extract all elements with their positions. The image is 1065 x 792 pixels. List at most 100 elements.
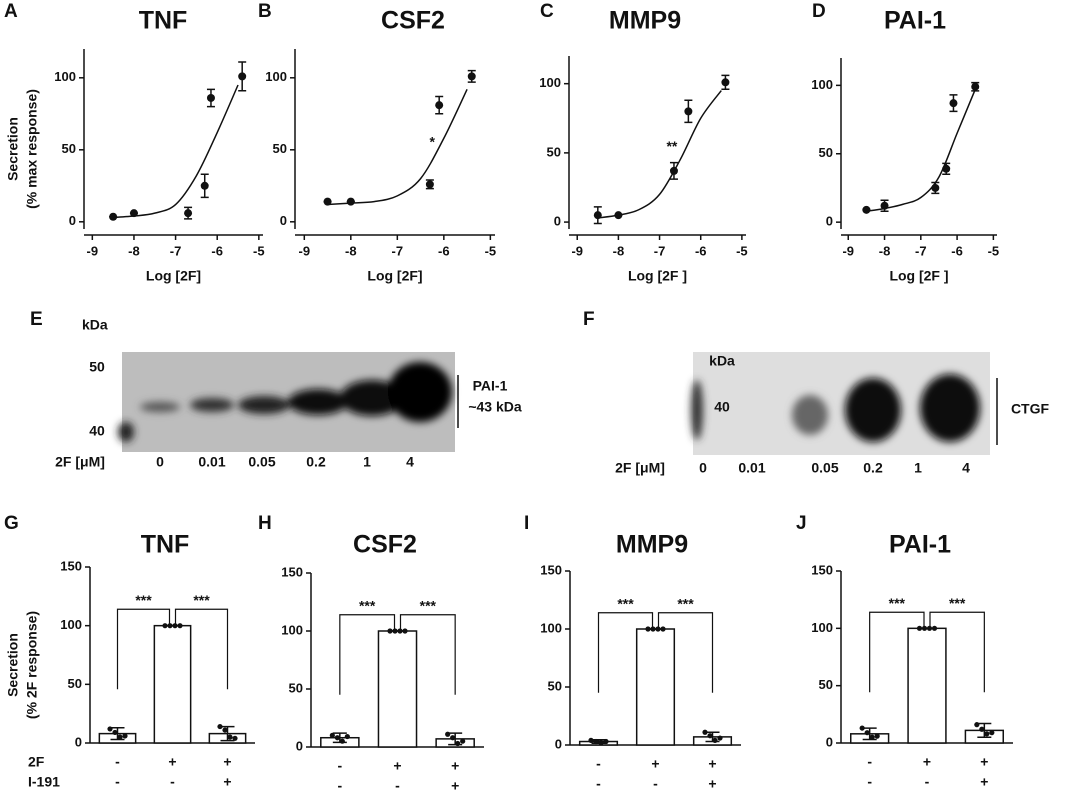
significance-label: *** [135, 592, 152, 608]
x-tick-label: -7 [915, 243, 927, 258]
lane-label: 1 [363, 454, 371, 470]
data-point [869, 734, 875, 740]
data-point [593, 738, 599, 745]
y-tick-label: 150 [540, 562, 562, 577]
data-point [339, 738, 345, 744]
x-tick-label: -8 [879, 243, 891, 258]
condition-value: + [980, 774, 988, 790]
significance-bracket [174, 608, 229, 690]
data-point [942, 164, 951, 173]
data-point [112, 729, 118, 736]
error-bar [977, 722, 992, 739]
y-tick-label: 150 [811, 562, 833, 577]
x-axis-label: Log [2F ] [628, 268, 687, 284]
data-point [117, 734, 123, 740]
x-tick-label: -7 [170, 243, 182, 258]
condition-value: - [395, 778, 400, 792]
condition-value: + [451, 778, 459, 792]
band-label: CTGF [1011, 401, 1050, 417]
y-tick-label: 0 [280, 213, 287, 228]
band-label: ~43 kDa [468, 399, 522, 415]
y-axis-label: (% max response) [24, 89, 40, 209]
fit-curve [113, 84, 239, 219]
x-tick-label: -9 [842, 243, 854, 258]
data-point [129, 209, 138, 218]
data-point [445, 731, 451, 737]
bar [153, 624, 192, 744]
data-point [598, 740, 604, 746]
x-axis-label: Log [2F ] [889, 268, 948, 284]
x-tick-label: -9 [87, 243, 99, 258]
bar [635, 628, 676, 746]
x-tick-label: -5 [485, 243, 497, 258]
lane-label: 0.2 [306, 454, 326, 470]
data-point [931, 183, 940, 192]
lane-label: 0.01 [738, 460, 765, 476]
significance-label: *** [677, 595, 694, 611]
y-tick-label: 50 [819, 677, 833, 692]
y-tick-label: 100 [281, 622, 303, 637]
x-axis-label: Log [2F] [367, 268, 422, 284]
data-point [859, 725, 865, 731]
panel-letter: G [4, 513, 19, 534]
significance-label: *** [949, 595, 966, 611]
data-point [238, 72, 247, 81]
fit-curve [866, 89, 976, 212]
chart-title: MMP9 [609, 7, 681, 35]
data-point [346, 197, 355, 206]
data-point [206, 93, 215, 102]
chart-title: MMP9 [616, 531, 688, 559]
panel-letter: D [812, 1, 826, 22]
data-point [222, 727, 228, 733]
condition-value: - [596, 756, 601, 772]
data-point [931, 625, 938, 631]
data-point [217, 723, 223, 730]
condition-value: - [170, 774, 175, 790]
lanes-label: 2F [μM] [55, 454, 105, 470]
data-point [949, 99, 958, 108]
condition-value: - [337, 778, 342, 792]
significance-bracket [657, 612, 714, 693]
data-point [450, 735, 456, 741]
data-point [862, 205, 871, 214]
data-point [721, 78, 730, 87]
x-tick-label: -8 [613, 243, 625, 258]
condition-value: + [451, 758, 459, 774]
lanes-label: 2F [μM] [615, 460, 665, 476]
significance-label: *** [617, 595, 634, 611]
x-tick-label: -6 [438, 243, 450, 258]
significance-label: *** [193, 592, 210, 608]
lane-label: 0.01 [198, 454, 225, 470]
condition-name: 2F [28, 754, 45, 770]
blot-unit: kDa [709, 353, 735, 369]
x-tick-label: -9 [299, 243, 311, 258]
y-tick-label: 0 [826, 214, 833, 229]
x-tick-label: -7 [392, 243, 404, 258]
lane-label: 0.2 [863, 460, 883, 476]
blot-unit: kDa [82, 317, 108, 333]
data-point [425, 180, 434, 189]
condition-value: + [708, 776, 716, 792]
bands [691, 374, 980, 442]
y-tick-label: 50 [68, 676, 82, 691]
chart-title: CSF2 [381, 7, 445, 35]
condition-value: - [653, 776, 658, 792]
y-tick-label: 50 [547, 144, 561, 159]
condition-value: + [651, 756, 659, 772]
marker-label: 40 [714, 399, 730, 415]
x-tick-label: -7 [654, 243, 666, 258]
data-point [603, 738, 609, 745]
fit-curve [327, 88, 468, 206]
y-tick-label: 100 [811, 77, 833, 92]
condition-name: I-191 [28, 774, 60, 790]
panel-letter: H [258, 513, 272, 534]
chart-title: CSF2 [353, 531, 417, 559]
panel-letter: E [30, 309, 43, 330]
x-tick-label: -6 [951, 243, 963, 258]
blot-e: E kDa 50 40 PAI-1 ~43 kDa 2F [μM] 0 0.01… [30, 309, 522, 470]
condition-value: + [223, 774, 231, 790]
data-point [334, 735, 340, 741]
error-bar [220, 725, 235, 742]
data-point [717, 735, 723, 741]
annotation: * [429, 133, 435, 149]
